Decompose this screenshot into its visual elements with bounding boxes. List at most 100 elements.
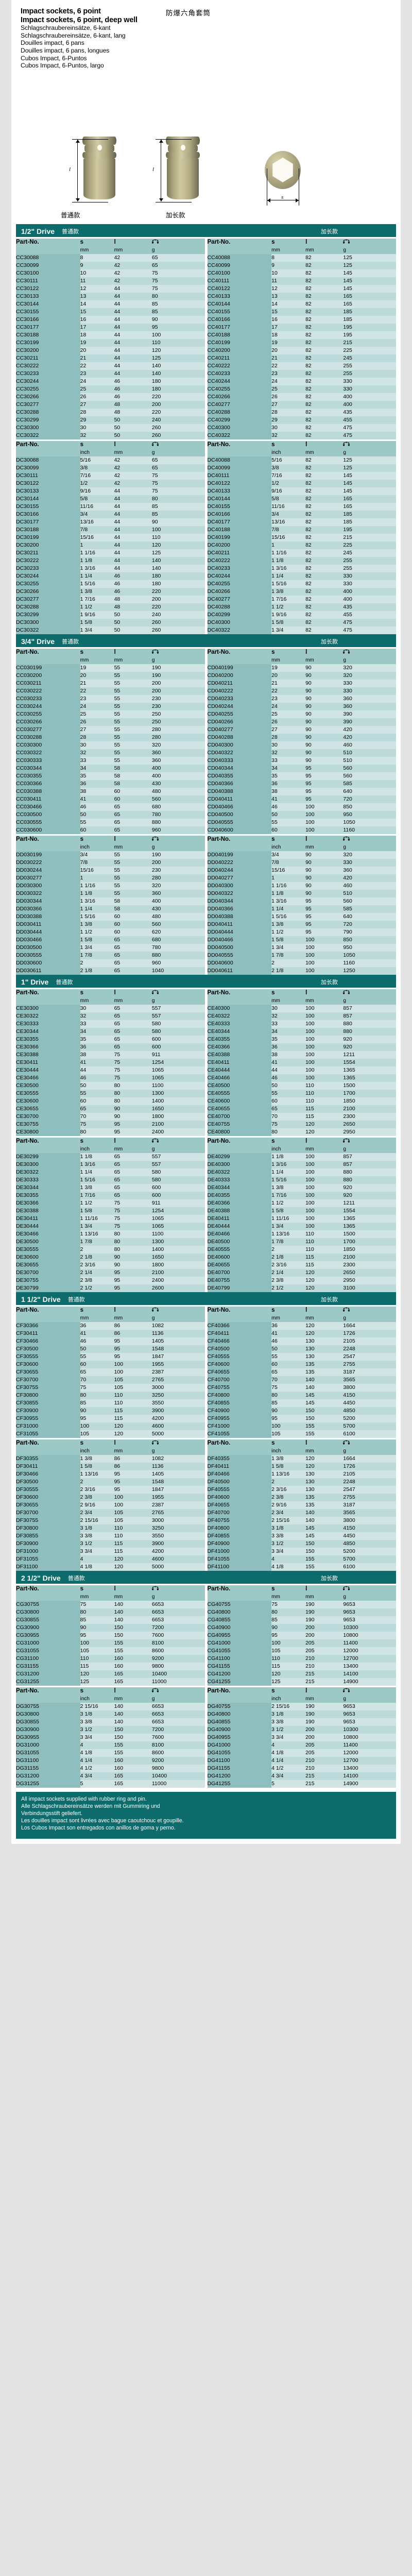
cell-part-no[interactable]: DD040466 bbox=[207, 936, 272, 944]
cell-part-no[interactable]: CC030199 bbox=[16, 664, 80, 672]
table-row[interactable]: CF40366 36 120 1664 bbox=[207, 1321, 396, 1330]
table-row[interactable]: DE30755 2 3/8 95 2400 bbox=[16, 1276, 205, 1284]
table-row[interactable]: CG40855 85 190 9653 bbox=[207, 1616, 396, 1624]
cell-part-no[interactable]: DF31100 bbox=[16, 1563, 80, 1571]
cell-part-no[interactable]: CG30955 bbox=[16, 1631, 80, 1639]
cell-part-no[interactable]: CC030466 bbox=[16, 803, 80, 811]
table-row[interactable]: DC40277 1 7/16 82 400 bbox=[207, 595, 396, 603]
cell-part-no[interactable]: DF40411 bbox=[207, 1462, 272, 1470]
cell-part-no[interactable]: DG30955 bbox=[16, 1733, 80, 1741]
cell-part-no[interactable]: DF40500 bbox=[207, 1478, 272, 1486]
table-row[interactable]: CE30322 32 65 557 bbox=[16, 1012, 205, 1020]
table-row[interactable]: DD030411 1 3/8 60 560 bbox=[16, 920, 205, 928]
table-row[interactable]: DE40655 2 3/16 115 2300 bbox=[207, 1261, 396, 1269]
cell-part-no[interactable]: CD040333 bbox=[207, 756, 272, 765]
table-row[interactable]: CF40855 85 145 4450 bbox=[207, 1399, 396, 1407]
cell-part-no[interactable]: CD040277 bbox=[207, 725, 272, 734]
table-row[interactable]: DG30755 2 15/16 140 6653 bbox=[16, 1702, 205, 1710]
cell-part-no[interactable]: DD040244 bbox=[207, 866, 272, 874]
table-row[interactable]: CE30366 36 65 600 bbox=[16, 1043, 205, 1051]
cell-part-no[interactable]: DC40200 bbox=[207, 541, 272, 549]
cell-part-no[interactable]: DE40755 bbox=[207, 1276, 272, 1284]
cell-part-no[interactable]: CC030244 bbox=[16, 702, 80, 710]
table-row[interactable]: DC30199 15/16 44 110 bbox=[16, 533, 205, 541]
cell-part-no[interactable]: CC40188 bbox=[207, 331, 272, 339]
table-row[interactable]: CE30600 60 80 1400 bbox=[16, 1097, 205, 1105]
table-row[interactable]: DF40755 2 15/16 140 3800 bbox=[207, 1516, 396, 1524]
table-row[interactable]: DG31055 4 1/8 155 8600 bbox=[16, 1749, 205, 1757]
table-row[interactable]: DG40955 3 3/4 200 10800 bbox=[207, 1733, 396, 1741]
table-row[interactable]: DC30188 7/8 44 100 bbox=[16, 526, 205, 534]
table-row[interactable]: DD040222 7/8 90 330 bbox=[207, 858, 396, 867]
cell-part-no[interactable]: DC30177 bbox=[16, 518, 80, 526]
cell-part-no[interactable]: DD040222 bbox=[207, 858, 272, 867]
table-row[interactable]: DD040444 1 1/2 95 790 bbox=[207, 928, 396, 936]
cell-part-no[interactable]: DE30466 bbox=[16, 1230, 80, 1238]
cell-part-no[interactable]: CG40755 bbox=[207, 1600, 272, 1608]
table-row[interactable]: DC40299 1 9/16 82 455 bbox=[207, 611, 396, 619]
table-row[interactable]: DD040555 1 7/8 100 1050 bbox=[207, 951, 396, 959]
cell-part-no[interactable]: DE30388 bbox=[16, 1207, 80, 1215]
cell-part-no[interactable]: DE40411 bbox=[207, 1214, 272, 1223]
table-row[interactable]: DE30322 1 1/4 65 580 bbox=[16, 1168, 205, 1176]
table-row[interactable]: CC40144 14 82 165 bbox=[207, 300, 396, 308]
cell-part-no[interactable]: DD030444 bbox=[16, 928, 80, 936]
table-row[interactable]: DG41100 4 1/4 210 12700 bbox=[207, 1756, 396, 1765]
cell-part-no[interactable]: DD030366 bbox=[16, 905, 80, 913]
table-row[interactable]: DF41100 4 1/8 155 6100 bbox=[207, 1563, 396, 1571]
cell-part-no[interactable]: DE30755 bbox=[16, 1276, 80, 1284]
cell-part-no[interactable]: CF40366 bbox=[207, 1321, 272, 1330]
table-row[interactable]: DC40155 11/16 82 165 bbox=[207, 502, 396, 511]
table-row[interactable]: CF30955 95 115 4200 bbox=[16, 1414, 205, 1422]
table-row[interactable]: CE40444 44 100 1365 bbox=[207, 1066, 396, 1074]
cell-part-no[interactable]: CD040266 bbox=[207, 718, 272, 726]
table-row[interactable]: CC030266 26 55 250 bbox=[16, 718, 205, 726]
table-row[interactable]: DC40099 3/8 82 125 bbox=[207, 464, 396, 472]
cell-part-no[interactable]: DG31000 bbox=[16, 1741, 80, 1749]
table-row[interactable]: CD040288 28 90 420 bbox=[207, 733, 396, 741]
table-row[interactable]: DF30800 3 1/8 110 3250 bbox=[16, 1524, 205, 1532]
cell-part-no[interactable]: CC30122 bbox=[16, 284, 80, 293]
table-row[interactable]: CC30144 14 44 85 bbox=[16, 300, 205, 308]
table-row[interactable]: DC30266 1 3/8 46 220 bbox=[16, 587, 205, 596]
table-row[interactable]: CC30155 15 44 85 bbox=[16, 308, 205, 316]
cell-part-no[interactable]: DD030244 bbox=[16, 866, 80, 874]
table-row[interactable]: DC30111 7/16 42 75 bbox=[16, 471, 205, 480]
table-row[interactable]: CE30300 30 65 557 bbox=[16, 1004, 205, 1012]
cell-part-no[interactable]: DC30277 bbox=[16, 595, 80, 603]
cell-part-no[interactable]: CD040255 bbox=[207, 710, 272, 718]
table-row[interactable]: DF30900 3 1/2 115 3900 bbox=[16, 1539, 205, 1548]
cell-part-no[interactable]: CC40288 bbox=[207, 408, 272, 416]
cell-part-no[interactable]: CC40244 bbox=[207, 377, 272, 385]
cell-part-no[interactable]: DC40099 bbox=[207, 464, 272, 472]
cell-part-no[interactable]: DG41155 bbox=[207, 1764, 272, 1772]
cell-part-no[interactable]: CE40600 bbox=[207, 1097, 272, 1105]
cell-part-no[interactable]: DG30755 bbox=[16, 1702, 80, 1710]
cell-part-no[interactable]: CG40900 bbox=[207, 1623, 272, 1632]
cell-part-no[interactable]: CC030211 bbox=[16, 679, 80, 687]
table-row[interactable]: DG41000 4 205 11400 bbox=[207, 1741, 396, 1749]
table-row[interactable]: CE40355 35 100 920 bbox=[207, 1035, 396, 1043]
table-row[interactable]: DE40444 1 3/4 100 1365 bbox=[207, 1222, 396, 1230]
table-row[interactable]: DC40266 1 3/8 82 400 bbox=[207, 587, 396, 596]
table-row[interactable]: DF30700 2 3/4 105 2765 bbox=[16, 1509, 205, 1517]
table-row[interactable]: CF40755 75 140 3800 bbox=[207, 1383, 396, 1392]
cell-part-no[interactable]: CE40655 bbox=[207, 1105, 272, 1113]
cell-part-no[interactable]: CC030200 bbox=[16, 671, 80, 680]
table-row[interactable]: CD040411 41 95 720 bbox=[207, 795, 396, 803]
table-row[interactable]: DC40233 1 3/16 82 255 bbox=[207, 564, 396, 572]
table-row[interactable]: DF40555 2 3/16 130 2547 bbox=[207, 1485, 396, 1494]
table-row[interactable]: DD040388 1 5/16 95 640 bbox=[207, 912, 396, 921]
table-row[interactable]: DC30233 1 3/16 44 140 bbox=[16, 564, 205, 572]
table-row[interactable]: CE40366 36 100 920 bbox=[207, 1043, 396, 1051]
table-row[interactable]: CE40655 65 115 2100 bbox=[207, 1105, 396, 1113]
cell-part-no[interactable]: DF40655 bbox=[207, 1501, 272, 1509]
table-row[interactable]: DC30200 1 44 120 bbox=[16, 541, 205, 549]
table-row[interactable]: CE30344 34 65 580 bbox=[16, 1027, 205, 1036]
cell-part-no[interactable]: DE40444 bbox=[207, 1222, 272, 1230]
table-row[interactable]: CC40111 11 82 145 bbox=[207, 277, 396, 285]
table-row[interactable]: CE30466 46 75 1065 bbox=[16, 1074, 205, 1082]
table-row[interactable]: DC40122 1/2 82 145 bbox=[207, 479, 396, 487]
cell-part-no[interactable]: CF30655 bbox=[16, 1368, 80, 1376]
table-row[interactable]: DC30133 9/16 44 75 bbox=[16, 487, 205, 495]
